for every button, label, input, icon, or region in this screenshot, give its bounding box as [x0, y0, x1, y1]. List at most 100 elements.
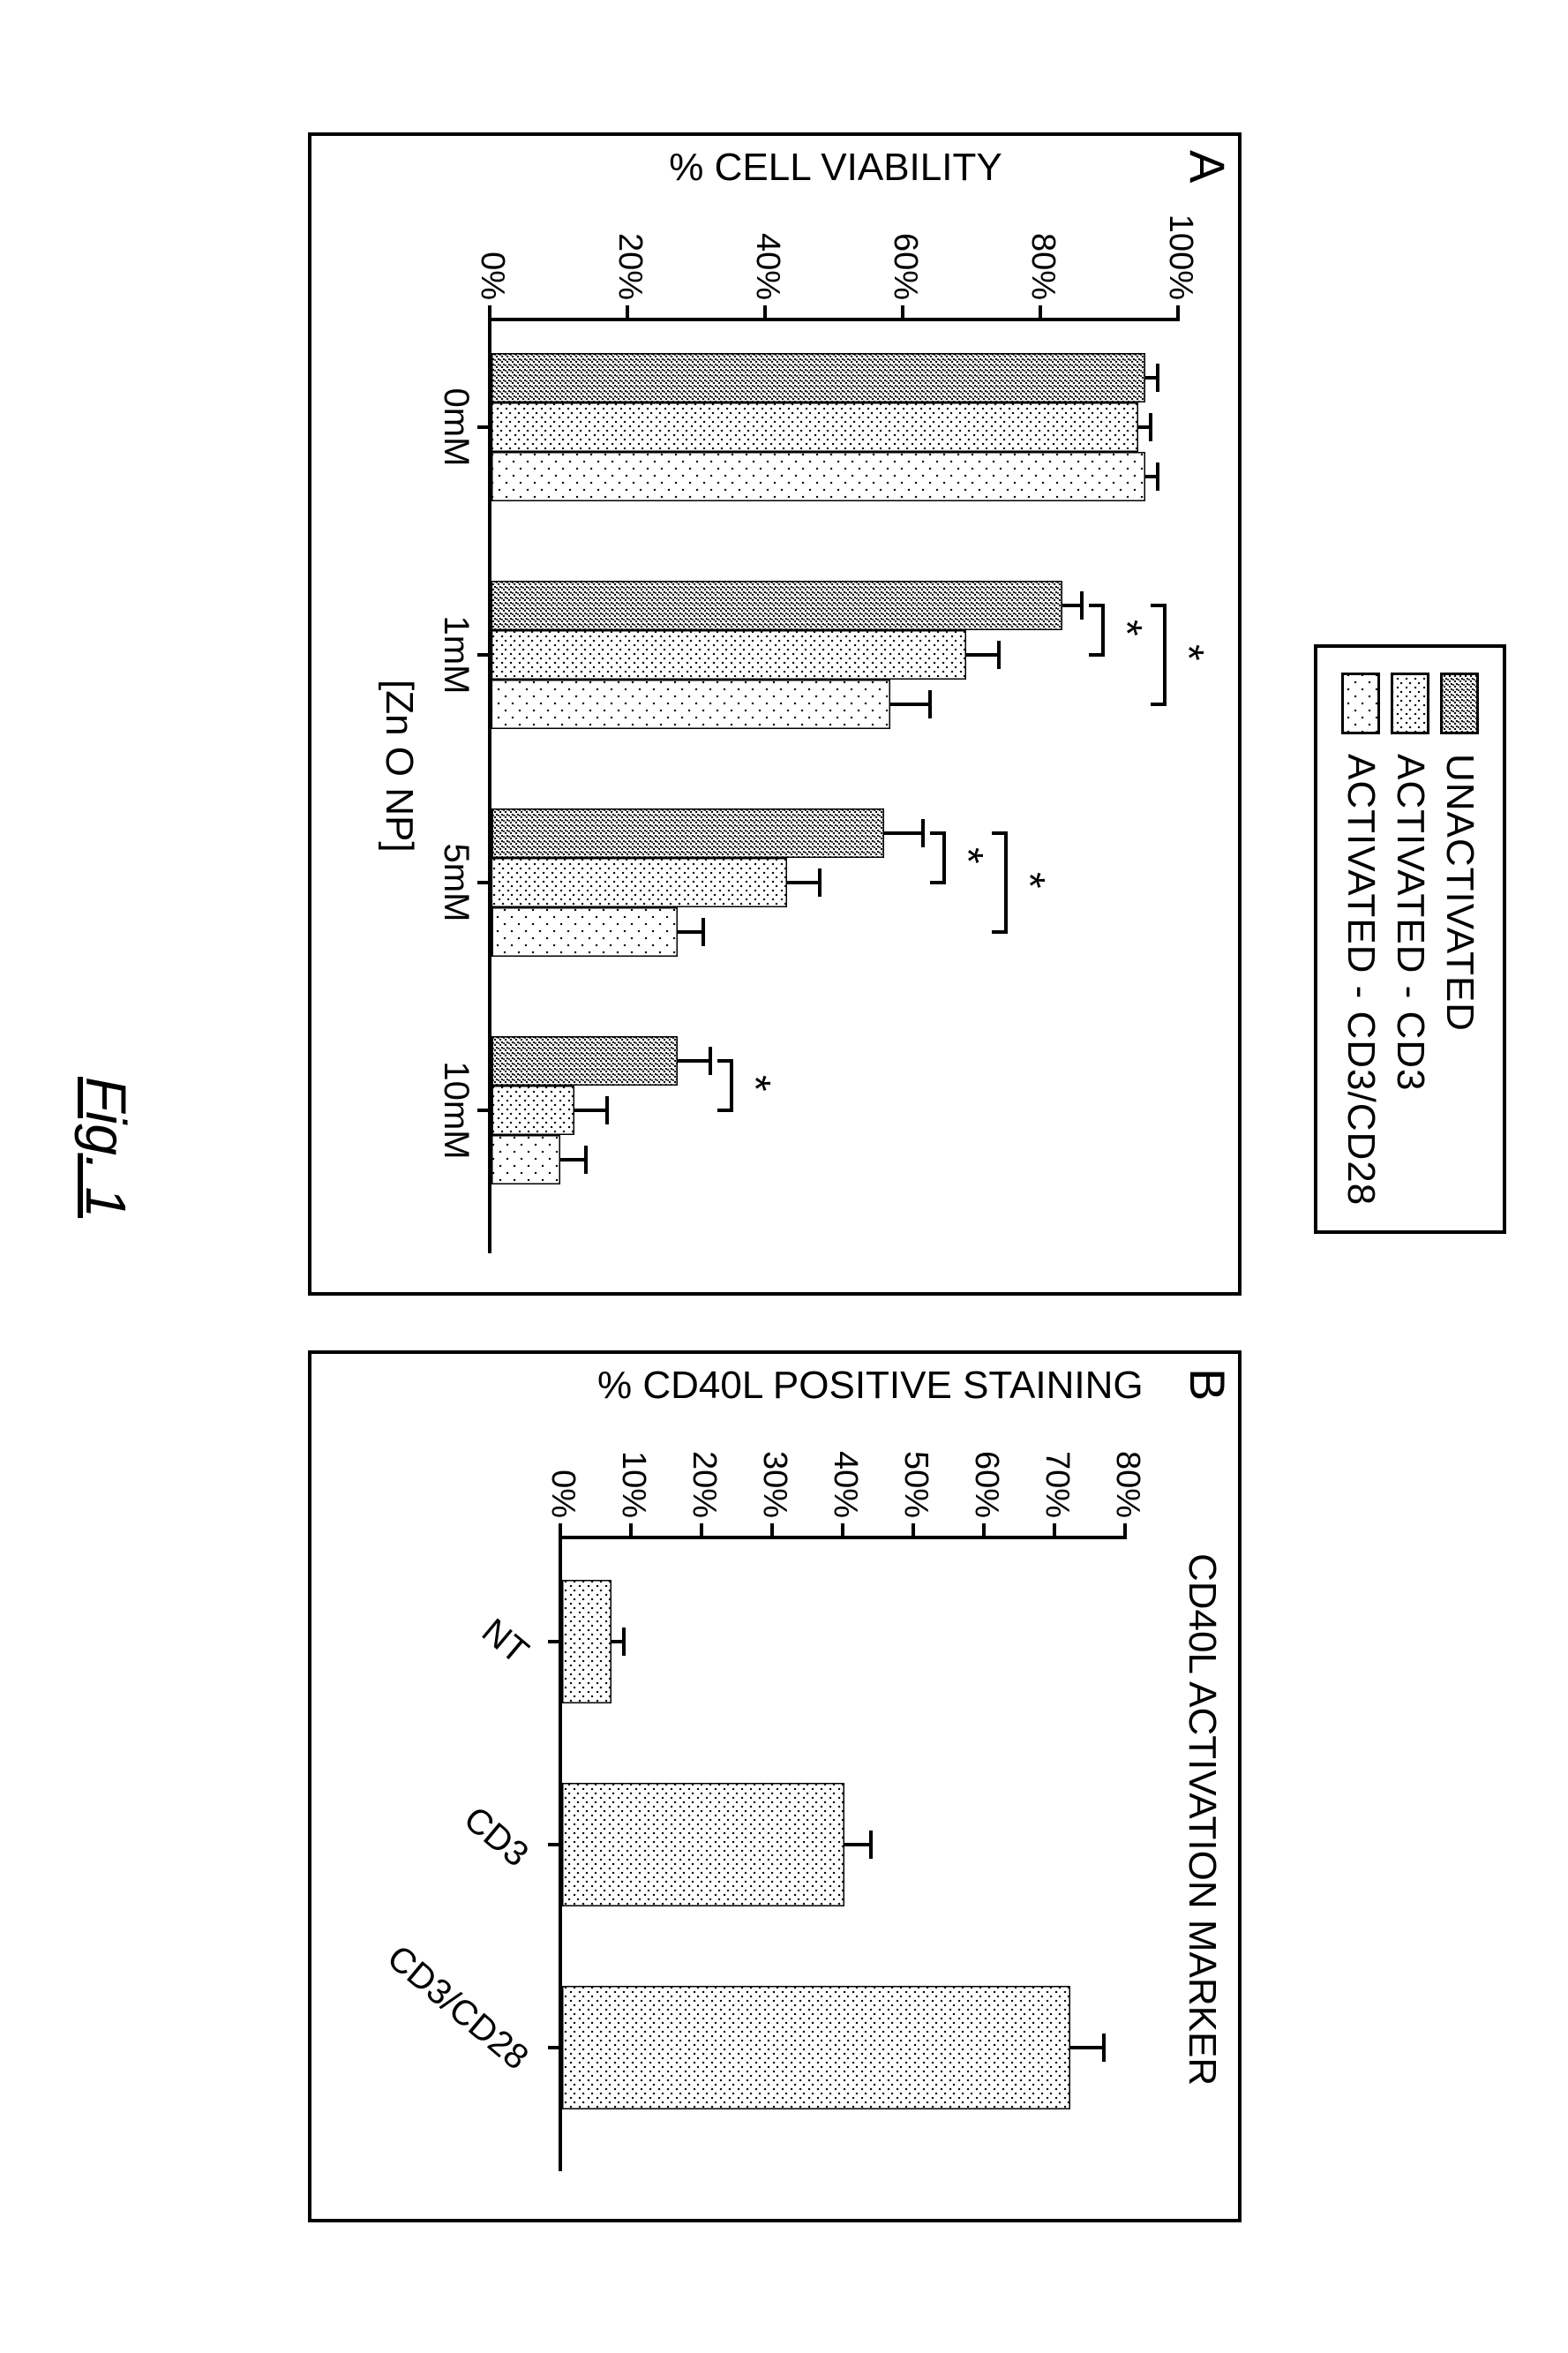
y-tick-label: 100%	[1161, 203, 1199, 300]
x-tick-label: 5mM	[436, 812, 476, 953]
bar	[562, 1783, 844, 1906]
error-cap-icon	[921, 819, 925, 847]
x-tick	[477, 425, 491, 429]
y-tick-label: 50%	[897, 1421, 934, 1518]
bar	[491, 680, 890, 729]
sig-star-icon: *	[943, 847, 992, 864]
sig-star-icon: *	[1102, 620, 1151, 636]
y-tick	[700, 1523, 703, 1536]
y-axis-line	[491, 318, 1180, 321]
y-tick-label: 20%	[611, 203, 649, 300]
x-tick-label: 10mM	[436, 1040, 476, 1181]
error-cap-icon	[701, 918, 705, 946]
x-axis-title: [Zn O NP]	[377, 680, 421, 853]
error-cap-icon	[818, 868, 822, 897]
y-tick-label: 10%	[614, 1421, 652, 1518]
y-tick-label: 40%	[748, 203, 786, 300]
y-tick	[982, 1523, 986, 1536]
bar	[491, 630, 966, 680]
y-axis-title: % CD40L POSITIVE STAINING	[597, 1364, 1092, 1408]
legend-label: UNACTIVATED	[1437, 754, 1482, 1032]
legend-swatch-icon	[1391, 673, 1429, 734]
y-tick-label: 60%	[967, 1421, 1005, 1518]
x-tick	[477, 1109, 491, 1112]
y-tick	[1053, 1523, 1056, 1536]
error-cap-icon	[709, 1047, 712, 1075]
y-tick-label: 0%	[473, 203, 511, 300]
bar	[562, 1580, 611, 1703]
x-tick-label: 1mM	[436, 584, 476, 725]
x-tick	[548, 1640, 562, 1643]
y-tick	[629, 1523, 633, 1536]
legend-item: UNACTIVATED	[1437, 673, 1482, 1206]
error-bar	[574, 1109, 609, 1112]
bar	[491, 1086, 574, 1135]
figure-label: Fig. 1	[73, 1077, 139, 1218]
y-tick	[1039, 305, 1042, 318]
y-tick	[559, 1523, 562, 1536]
error-cap-icon	[1156, 462, 1159, 491]
legend-item: ACTIVATED - CD3/CD28	[1339, 673, 1383, 1206]
error-cap-icon	[997, 641, 1001, 669]
legend-swatch-icon	[1341, 673, 1380, 734]
y-tick-label: 70%	[1038, 1421, 1076, 1518]
y-tick	[770, 1523, 774, 1536]
error-cap-icon	[1080, 591, 1084, 620]
bar	[491, 1135, 560, 1184]
x-tick	[477, 653, 491, 657]
bar	[491, 808, 884, 858]
legend-label: ACTIVATED - CD3	[1388, 754, 1432, 1092]
error-bar	[678, 1059, 712, 1063]
error-cap-icon	[605, 1096, 609, 1124]
error-cap-icon	[928, 690, 932, 718]
error-cap-icon	[869, 1831, 873, 1859]
y-tick	[912, 1523, 915, 1536]
x-tick-label: 0mM	[436, 357, 476, 498]
y-tick	[901, 305, 904, 318]
y-tick	[1176, 305, 1180, 318]
bar	[491, 353, 1145, 402]
y-tick	[1123, 1523, 1127, 1536]
y-tick	[841, 1523, 844, 1536]
y-tick-label: 0%	[544, 1421, 581, 1518]
legend-item: ACTIVATED - CD3	[1388, 673, 1432, 1206]
y-axis-title: % CELL VIABILITY	[589, 146, 1083, 190]
bar	[491, 581, 1062, 630]
y-axis-line	[562, 1536, 1127, 1539]
x-tick	[477, 881, 491, 884]
y-tick	[488, 305, 491, 318]
error-bar	[787, 881, 822, 884]
error-cap-icon	[622, 1628, 626, 1656]
y-tick	[626, 305, 629, 318]
y-tick-label: 80%	[1024, 203, 1062, 300]
y-tick-label: 40%	[826, 1421, 864, 1518]
legend-box: UNACTIVATEDACTIVATED - CD3ACTIVATED - CD…	[1314, 644, 1506, 1234]
y-tick-label: 60%	[886, 203, 924, 300]
legend-label: ACTIVATED - CD3/CD28	[1339, 754, 1383, 1206]
y-tick-label: 30%	[755, 1421, 793, 1518]
error-bar	[884, 831, 926, 835]
error-cap-icon	[1156, 364, 1159, 392]
error-cap-icon	[1102, 2034, 1106, 2062]
bar	[562, 1986, 1070, 2109]
bar	[491, 1036, 678, 1086]
bar	[491, 452, 1145, 501]
sig-star-icon: *	[1005, 872, 1054, 889]
error-bar	[966, 653, 1001, 657]
chart-title: CD40L ACTIVATION MARKER	[1180, 1553, 1224, 2086]
bar	[491, 907, 678, 957]
y-tick-label: 80%	[1108, 1421, 1146, 1518]
panel-letter: A	[1179, 150, 1236, 183]
sig-star-icon: *	[731, 1075, 779, 1092]
x-tick	[548, 2046, 562, 2049]
panel-letter: B	[1179, 1368, 1236, 1401]
error-cap-icon	[584, 1146, 588, 1174]
sig-star-icon: *	[1164, 644, 1212, 661]
bar	[491, 858, 787, 907]
error-bar	[1070, 2046, 1106, 2049]
legend-swatch-icon	[1440, 673, 1479, 734]
bar	[491, 402, 1138, 452]
x-tick	[548, 1843, 562, 1846]
y-tick-label: 20%	[685, 1421, 723, 1518]
error-cap-icon	[1149, 413, 1152, 441]
